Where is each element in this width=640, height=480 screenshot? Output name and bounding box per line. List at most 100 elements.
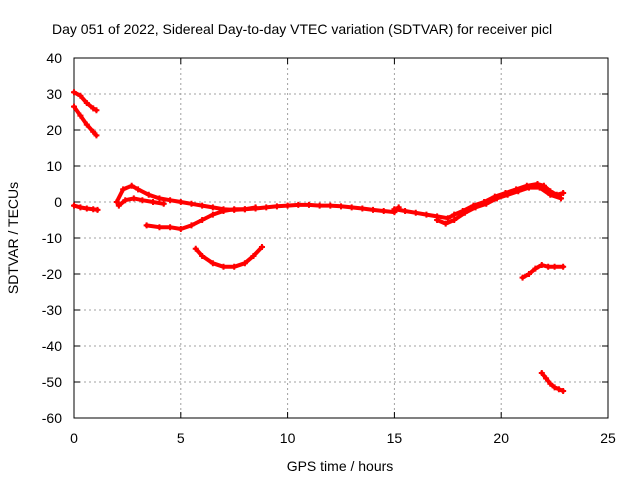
data-point [402,208,409,214]
data-point [391,206,398,213]
data-point [160,200,167,207]
data-point [483,200,490,207]
data-point [551,384,558,391]
data-point [538,370,545,376]
data-point [536,184,543,191]
data-point [156,224,163,231]
data-point [90,128,97,135]
data-point [538,262,545,268]
data-point [434,217,441,223]
data-point [525,271,532,277]
data-point [423,211,430,218]
data-point [560,263,567,270]
data-point [525,184,532,191]
data-point [199,202,206,209]
y-tick-label: -20 [42,266,62,282]
data-point [77,112,84,119]
y-tick-label: -10 [42,230,62,246]
data-point [120,186,127,193]
data-point [220,208,227,214]
data-point [71,202,77,209]
data-point [139,197,146,204]
data-point [93,107,100,114]
data-point [295,201,302,208]
series-arc-7 [192,244,265,270]
data-point [94,206,101,213]
data-point [188,222,195,229]
data-point [555,386,562,393]
data-point [540,182,547,189]
data-point [156,195,163,202]
data-point [231,206,238,213]
data-point [316,202,323,209]
data-point [83,121,90,128]
axis-ticks: 0 5 10 15 20 25 -60 -50 -40 -30 -20 -10 0 10 20 30 40 [42,50,616,446]
data-point [380,208,387,214]
series-arc-10 [519,262,567,281]
data-point [71,103,77,110]
data-point [493,195,500,202]
data-point [461,209,468,216]
data-point [135,186,142,193]
series-arc-3 [71,202,101,213]
data-point [472,204,479,211]
data-point [145,191,152,198]
data-point [545,263,552,270]
data-point [130,195,137,202]
data-point [128,182,135,189]
data-point [192,245,199,252]
series-arc-11 [538,370,567,394]
data-point [113,199,120,205]
data-point [199,217,206,223]
data-point [560,190,567,196]
chart-title: Day 051 of 2022, Sidereal Day-to-day VTE… [52,21,552,37]
data-point [122,197,129,204]
data-point [77,92,84,99]
data-point [558,195,565,202]
data-point [143,222,150,229]
data-point [348,204,355,211]
data-point [115,202,122,209]
data-point [327,202,334,209]
y-tick-label: -60 [42,410,62,426]
data-point [241,206,248,213]
data-point [412,209,419,216]
data-point [231,263,238,270]
data-point [167,197,174,204]
data-point [199,253,206,259]
data-point [90,105,97,112]
data-point [263,204,270,211]
data-point [241,260,248,267]
data-point [560,388,567,394]
y-tick-label: -40 [42,338,62,354]
data-point [83,100,90,106]
data-point [209,211,216,218]
x-tick-label: 10 [280,430,296,446]
data-point [83,205,90,212]
x-tick-label: 5 [177,430,185,446]
x-tick-label: 15 [387,430,403,446]
data-point [451,211,458,218]
data-point [284,202,291,209]
data-marks [71,89,567,394]
data-point [547,380,554,387]
data-point [504,191,511,198]
x-axis-label: GPS time / hours [287,458,394,474]
data-point [519,274,526,281]
data-point [370,206,377,213]
data-point [532,265,539,272]
y-tick-label: 20 [46,122,62,138]
data-point [209,204,216,211]
series-arc-6 [143,204,259,232]
y-tick-label: 10 [46,158,62,174]
data-point [167,224,174,231]
data-point [177,199,184,205]
data-point [547,191,554,198]
data-point [250,253,257,259]
data-point [188,200,195,207]
x-tick-label: 0 [70,430,78,446]
data-point [220,263,227,270]
y-tick-label: 30 [46,86,62,102]
y-tick-label: -30 [42,302,62,318]
